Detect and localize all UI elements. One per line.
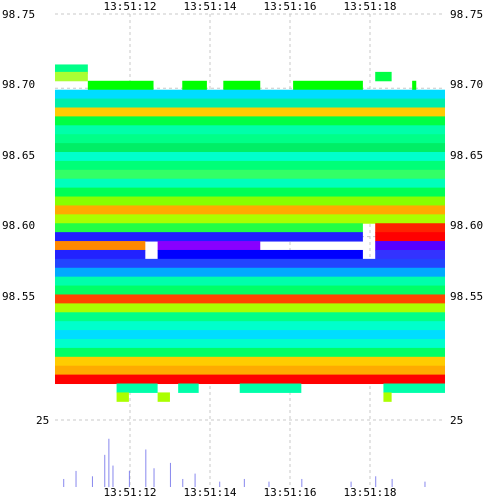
- heatmap-cell-37-2: [383, 392, 392, 402]
- heatmap-cell-35-0: [55, 374, 445, 385]
- volume-bar-2: [91, 476, 93, 487]
- time-tick-bottom-3: 13:51:18: [344, 486, 397, 499]
- heatmap-cell-18-0: [55, 223, 363, 233]
- heatmap-cell-36-2: [239, 383, 302, 393]
- price-tick-left-3: 98.60: [2, 219, 35, 232]
- volume-bar-3: [104, 454, 106, 487]
- heatmap-cell-7-0: [55, 125, 445, 135]
- time-tick-bottom-0: 13:51:12: [104, 486, 157, 499]
- price-tick-left-0: 98.75: [2, 8, 35, 21]
- heatmap-cell-2-0: [87, 80, 154, 91]
- heatmap-cell-4-0: [55, 98, 445, 108]
- heatmap-cell-19-1: [375, 232, 445, 242]
- heatmap-cell-1-0: [55, 71, 88, 82]
- heatmap-cell-5-0: [55, 107, 445, 117]
- heatmap-cell-29-0: [55, 321, 445, 331]
- volume-bar-13: [243, 478, 245, 487]
- price-tick-right-2: 98.65: [450, 149, 483, 162]
- volume-tick-right: 25: [450, 414, 463, 427]
- volume-bar-1: [75, 470, 77, 487]
- heatmap-cell-8-0: [55, 134, 445, 144]
- volume-tick-left: 25: [36, 414, 49, 427]
- volume-bar-6: [128, 470, 130, 487]
- heatmap-cell-20-0: [55, 241, 146, 251]
- heatmap-cell-37-0: [116, 392, 129, 402]
- heatmap-cell-10-0: [55, 152, 445, 162]
- heatmap-cell-20-1: [157, 241, 261, 251]
- heatmap-cell-36-0: [116, 383, 158, 393]
- heatmap-cell-18-1: [375, 223, 445, 233]
- price-tick-right-3: 98.60: [450, 219, 483, 232]
- heatmap-cell-17-0: [55, 214, 445, 224]
- heatmap-cell-0-0: [55, 64, 88, 74]
- heatmap-cell-22-0: [55, 258, 445, 269]
- time-tick-bottom-2: 13:51:16: [264, 486, 317, 499]
- price-tick-left-4: 98.55: [2, 290, 35, 303]
- heatmap-cell-19-0: [55, 232, 363, 242]
- heatmap-cell-2-1: [182, 80, 207, 91]
- volume-bar-16: [350, 481, 352, 487]
- price-tick-right-1: 98.70: [450, 78, 483, 91]
- heatmap-cell-2-3: [293, 80, 363, 91]
- heatmap-layer: [55, 64, 445, 402]
- volume-bar-19: [424, 481, 426, 487]
- heatmap-cell-11-0: [55, 160, 445, 171]
- heatmap-cell-23-0: [55, 267, 445, 278]
- heatmap-cell-6-0: [55, 116, 445, 126]
- heatmap-cell-21-1: [157, 249, 363, 260]
- heatmap-cell-13-0: [55, 178, 445, 189]
- volume-bar-18: [391, 478, 393, 487]
- heatmap-cell-2-4: [412, 80, 417, 91]
- price-tick-right-4: 98.55: [450, 290, 483, 303]
- heatmap-cell-21-2: [375, 249, 445, 260]
- volume-bar-0: [63, 478, 65, 487]
- heatmap-cell-3-0: [55, 89, 445, 100]
- heatmap-cell-2-2: [223, 80, 261, 91]
- volume-bar-5: [112, 465, 114, 487]
- heatmap-cell-31-0: [55, 338, 445, 349]
- volume-bar-7: [145, 449, 147, 487]
- volume-bar-9: [169, 462, 171, 487]
- heatmap-cell-20-2: [375, 241, 445, 251]
- price-tick-left-1: 98.70: [2, 78, 35, 91]
- heatmap-cell-27-0: [55, 303, 445, 313]
- heatmap-cell-28-0: [55, 312, 445, 322]
- volume-bar-4: [108, 438, 110, 487]
- heatmap-cell-26-0: [55, 294, 445, 304]
- price-tick-left-2: 98.65: [2, 149, 35, 162]
- volume-bar-15: [301, 478, 303, 487]
- time-tick-top-0: 13:51:12: [104, 0, 157, 13]
- time-tick-top-1: 13:51:14: [184, 0, 237, 13]
- volume-bar-8: [153, 468, 155, 487]
- volume-layer: [63, 438, 426, 487]
- heatmap-cell-25-0: [55, 285, 445, 295]
- volume-bar-14: [268, 481, 270, 487]
- heatmap-cell-21-0: [55, 249, 146, 260]
- price-tick-right-0: 98.75: [450, 8, 483, 21]
- heatmap-cell-9-0: [55, 143, 445, 153]
- volume-bar-12: [219, 481, 221, 487]
- time-tick-bottom-1: 13:51:14: [184, 486, 237, 499]
- heatmap-cell-32-0: [55, 347, 445, 358]
- time-tick-top-3: 13:51:18: [344, 0, 397, 13]
- time-tick-top-2: 13:51:16: [264, 0, 317, 13]
- heatmap-cell-30-0: [55, 330, 445, 340]
- heatmap-cell-33-0: [55, 356, 445, 367]
- heatmap-cell-12-0: [55, 169, 445, 180]
- volume-bar-11: [194, 473, 196, 487]
- heatmap-cell-36-1: [178, 383, 199, 393]
- heatmap-cell-36-3: [383, 383, 445, 393]
- volume-bar-17: [375, 476, 377, 487]
- heatmap-cell-16-0: [55, 205, 445, 215]
- heatmap-cell-34-0: [55, 365, 445, 376]
- heatmap-cell-37-1: [157, 392, 170, 402]
- volume-bar-10: [182, 478, 184, 487]
- heatmap-cell-14-0: [55, 187, 445, 198]
- heatmap-cell-15-0: [55, 196, 445, 206]
- heatmap-cell-1-1: [375, 71, 392, 82]
- heatmap-cell-24-0: [55, 276, 445, 287]
